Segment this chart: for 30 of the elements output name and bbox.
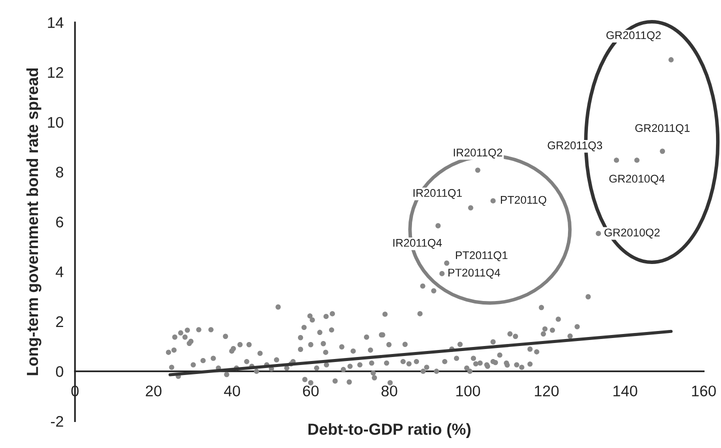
annotation: PT2011Q4 [448,268,500,279]
y-tick-label: 6 [56,216,64,228]
annotation: IR2011Q1 [414,189,462,199]
x-tick-label: 120 [534,386,559,396]
x-tick-label: 140 [614,386,638,396]
x-tick-label: 40 [224,386,240,396]
x-tick-label: 60 [303,386,319,396]
y-tick-label: 8 [56,166,64,178]
x-tick-label: 20 [146,386,162,396]
annotation: GR2010Q2 [604,228,660,238]
y-tick-label: 14 [48,17,64,28]
annotation: GR2011Q1 [635,124,690,134]
annotation: IR2011Q2 [454,148,502,158]
x-axis-title: Debt-to-GDP ratio (%) [308,423,470,438]
annotation: PT2011Q1 [456,251,508,262]
y-tick-label: 12 [48,67,64,78]
y-tick-label: 10 [48,116,64,128]
y-tick-label: 2 [56,316,64,327]
y-tick-label: 4 [56,266,64,278]
annotation: PT2011Q [500,196,546,206]
x-tick-label: 80 [382,386,398,396]
annotation: IR2011Q4 [393,238,442,249]
y-tick-label: 0 [56,366,64,377]
y-axis-title: Long-term government bond rate spread [26,68,42,376]
x-tick-label: 100 [456,386,480,396]
annotation: GR2011Q3 [548,141,602,152]
x-tick-label: 160 [692,386,716,396]
annotation: GR2010Q4 [609,174,665,185]
annotation: GR2011Q2 [606,31,661,42]
y-tick-label: -2 [50,416,64,427]
